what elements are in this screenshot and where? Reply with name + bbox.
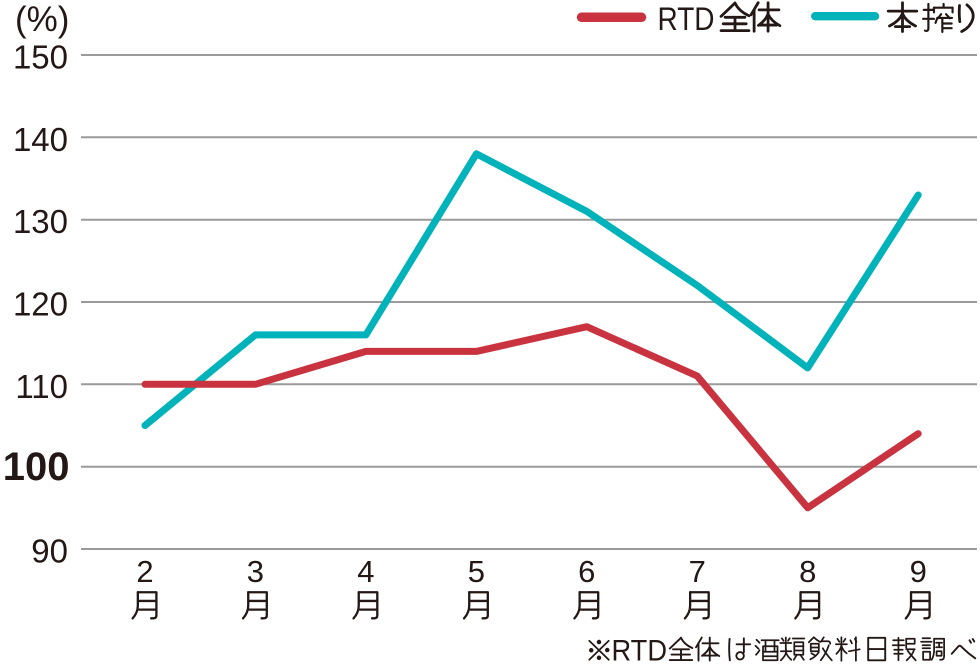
svg-text:110: 110 bbox=[15, 368, 68, 405]
svg-text:3: 3 bbox=[247, 554, 264, 589]
svg-text:120: 120 bbox=[13, 286, 68, 323]
svg-text:9: 9 bbox=[910, 554, 927, 589]
svg-text:5: 5 bbox=[468, 554, 485, 589]
svg-text:100: 100 bbox=[3, 445, 70, 489]
svg-text:RTD: RTD bbox=[612, 635, 668, 665]
svg-text:2: 2 bbox=[136, 554, 153, 589]
svg-text:4: 4 bbox=[357, 554, 374, 589]
svg-text:150: 150 bbox=[13, 39, 68, 76]
svg-text:140: 140 bbox=[13, 121, 68, 158]
svg-text:6: 6 bbox=[578, 554, 595, 589]
svg-text:8: 8 bbox=[799, 554, 816, 589]
svg-text:RTD: RTD bbox=[658, 1, 715, 37]
svg-text:7: 7 bbox=[689, 554, 706, 589]
svg-text:90: 90 bbox=[31, 533, 68, 570]
svg-text:130: 130 bbox=[13, 203, 68, 240]
svg-text:(%): (%) bbox=[15, 0, 69, 39]
